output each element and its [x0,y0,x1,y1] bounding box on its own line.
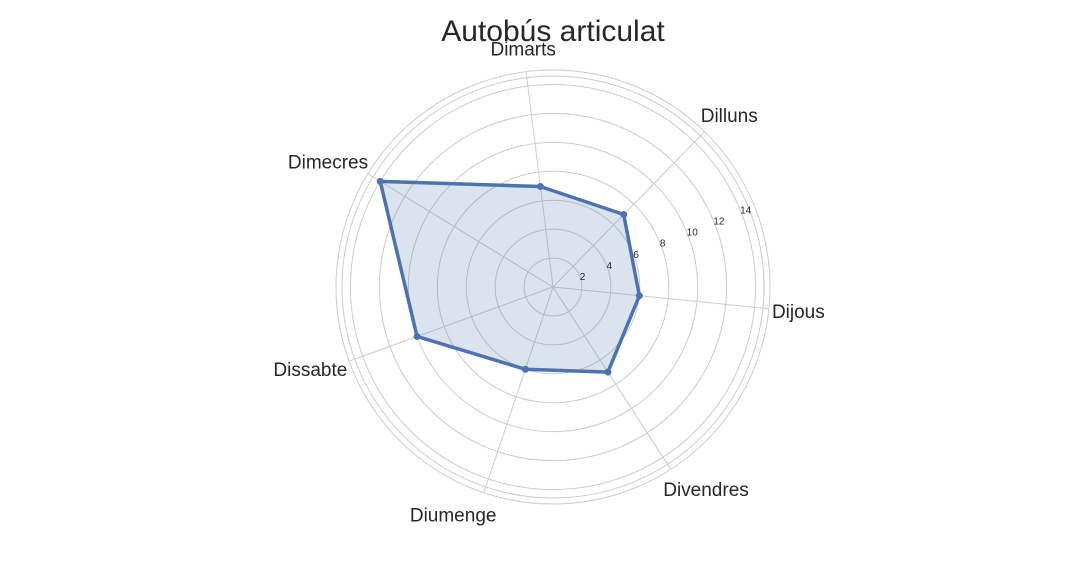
spoke-line [552,286,672,470]
spoke-line [483,286,554,493]
radial-tick-label: 4 [606,261,612,272]
chart-title: Autobús articulat [441,15,665,48]
category-label: Diumenge [410,506,497,527]
radial-gridline [407,141,699,433]
category-label: Dimarts [490,40,555,61]
radial-tick-label: 8 [660,239,666,250]
radial-tick-label: 6 [633,250,639,261]
series-line [378,179,642,374]
outer-frame [335,69,771,505]
outer-frame-inner [341,75,765,499]
radial-gridline [378,112,728,462]
radial-gridline [436,170,670,404]
data-point [413,332,421,340]
category-label: Dissabte [273,360,347,381]
spoke-line [552,286,769,310]
category-label: Divendres [663,480,749,501]
spoke-line [348,286,554,362]
radar-labels: 2 4 6 8 10 12 14 Dijous Dilluns Dimarts Dimecres Di… [273,40,824,527]
radial-tick-label: 10 [687,228,699,239]
category-label: Dilluns [701,106,758,127]
category-label: Dimecres [288,153,368,174]
radial-gridline [465,199,641,375]
radial-tick-label: 2 [580,272,586,283]
data-point [521,365,529,373]
spoke-line [552,131,705,288]
radial-tick-label: 12 [713,217,725,228]
category-label: Dijous [772,302,825,323]
data-point [376,177,384,185]
spoke-line [367,173,554,288]
radial-tick-label: 14 [740,205,752,216]
data-point [604,368,612,376]
radial-gridline [523,257,583,317]
data-point [620,211,628,219]
spoke-line [525,71,554,288]
series-area [380,181,640,373]
radar-grid [335,69,771,505]
radial-gridline [494,228,612,346]
radial-gridline [349,83,757,491]
data-point [635,292,643,300]
radar-series [376,177,643,376]
data-point [536,183,544,191]
